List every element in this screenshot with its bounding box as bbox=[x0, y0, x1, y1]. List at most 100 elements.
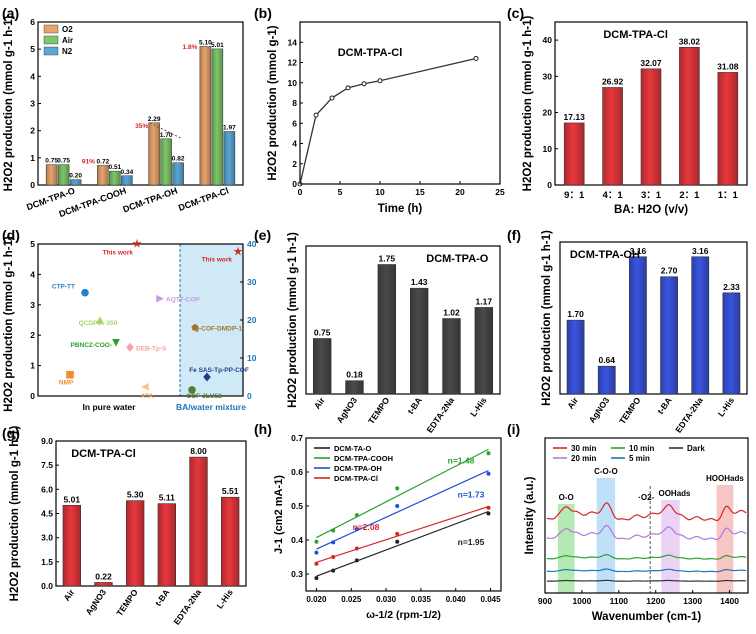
e-bar-4 bbox=[442, 318, 461, 395]
f-bar-label-0: 1.70 bbox=[567, 309, 584, 319]
f-cat-5: L-His bbox=[716, 395, 737, 418]
g-ylabel: H2O2 production (mmol g-1 h-1) bbox=[9, 425, 21, 601]
h-point-1-3 bbox=[395, 486, 400, 491]
f-bar-1 bbox=[597, 365, 616, 395]
panel-b-label: (b) bbox=[254, 5, 272, 21]
e-title: DCM-TPA-O bbox=[426, 253, 489, 265]
a-bar-O2-2 bbox=[148, 122, 160, 186]
c-ytick-label-2: 20 bbox=[543, 108, 553, 118]
h-point-2-0 bbox=[314, 550, 319, 555]
a-legend-label-0: O2 bbox=[62, 25, 73, 34]
h-ytick-label-0: 0.3 bbox=[291, 569, 303, 579]
h-fit-2 bbox=[316, 469, 489, 550]
f-bar-3 bbox=[660, 276, 678, 395]
c-ytick-label-0: 0 bbox=[547, 180, 552, 190]
a-annotation-2: 1.8% bbox=[183, 44, 198, 51]
h-point-3-3 bbox=[395, 531, 400, 536]
i-frame bbox=[544, 437, 749, 594]
h-ytick-label-4: 0.7 bbox=[291, 433, 303, 443]
b-ylabel: H2O2 production (mmol g-1) bbox=[267, 25, 279, 180]
d-point-11 bbox=[188, 386, 196, 394]
c-ylabel: H2O2 production (mmol g-1 h-1) bbox=[522, 15, 534, 191]
d-point-7 bbox=[141, 383, 149, 391]
d-right-ytick-label-0: 0 bbox=[247, 391, 252, 401]
c-ytick-label-1: 10 bbox=[543, 144, 553, 154]
f-ylabel: H2O2 production (mmol g-1 h-1) bbox=[541, 230, 553, 406]
g-bar-label-2: 5.30 bbox=[127, 490, 144, 500]
a-ytick-label-2: 2 bbox=[30, 126, 35, 136]
a-bar-label-Air-0: 0.75 bbox=[57, 158, 70, 165]
d-point-8 bbox=[233, 246, 243, 256]
d-point-label-0: This work bbox=[103, 250, 134, 257]
h-point-1-2 bbox=[354, 513, 359, 518]
f-bar-4 bbox=[691, 256, 710, 395]
panel-c-label: (c) bbox=[507, 5, 524, 21]
b-xtick-label-3: 15 bbox=[415, 187, 425, 197]
h-legend-label-1: DCM-TPA-COOH bbox=[334, 454, 393, 463]
d-point-2 bbox=[96, 316, 104, 324]
c-ytick-label-4: 40 bbox=[543, 35, 553, 45]
h-xtick-label-2: 0.030 bbox=[376, 595, 397, 604]
i-ylabel: Intensity (a.u.) bbox=[524, 476, 536, 554]
a-bar-label-O2-1: 0.72 bbox=[97, 158, 110, 165]
a-bar-label-O2-3: 5.10 bbox=[199, 39, 212, 46]
a-bar-Air-2 bbox=[160, 138, 172, 186]
b-point-6 bbox=[473, 55, 479, 61]
g-bar-label-0: 5.01 bbox=[64, 494, 81, 504]
d-point-label-9: g-COF-DMDP-1 bbox=[195, 326, 242, 333]
d-point-label-3: PBNCZ-COO- bbox=[70, 342, 112, 349]
g-bar-label-4: 8.00 bbox=[190, 446, 207, 456]
d-region-label-1: BA/water mixture bbox=[176, 402, 246, 412]
d-point-label-7: ATA bbox=[141, 393, 154, 400]
c-bar-label-4: 31.08 bbox=[717, 61, 739, 71]
h-legend-label-3: DCM-TPA-Cl bbox=[334, 474, 378, 483]
h-point-3-4 bbox=[486, 505, 491, 510]
d-ytick-label-4: 4 bbox=[30, 269, 35, 279]
f-bar-0 bbox=[566, 319, 585, 395]
a-bar-N2-0 bbox=[69, 179, 82, 186]
i-spectrum-2 bbox=[546, 554, 747, 560]
d-mixture-region bbox=[180, 244, 243, 396]
d-ylabel: H2O2 production (mmol g-1 h-1) bbox=[3, 236, 15, 412]
g-ytick-label-6: 9.0 bbox=[41, 436, 53, 446]
a-bar-N2-3 bbox=[223, 131, 236, 186]
h-point-1-1 bbox=[331, 528, 336, 533]
a-legend-swatch-2 bbox=[43, 46, 59, 56]
i-band-label-3: OOHads bbox=[658, 489, 691, 498]
i-legend-label-0: 30 min bbox=[571, 444, 596, 453]
h-annotation-2: n=1.73 bbox=[458, 490, 485, 500]
a-bar-O2-0 bbox=[45, 164, 58, 186]
h-point-0-3 bbox=[395, 539, 400, 544]
f-cat-3: t-BA bbox=[655, 395, 673, 415]
h-fit-3 bbox=[316, 505, 489, 563]
panel-e-label: (e) bbox=[254, 227, 271, 243]
h-point-0-0 bbox=[314, 576, 319, 581]
d-point-6 bbox=[66, 370, 74, 379]
h-xlabel: ω-1/2 (rpm-1/2) bbox=[366, 609, 441, 621]
d-point-3 bbox=[112, 339, 120, 347]
e-bar-label-1: 0.18 bbox=[346, 370, 363, 380]
a-bar-label-N2-2: 0.82 bbox=[172, 156, 185, 163]
h-ytick-label-1: 0.4 bbox=[291, 535, 303, 545]
g-bar-1 bbox=[94, 582, 113, 587]
panel-f-label: (f) bbox=[507, 227, 521, 243]
c-cat-0: 9：1 bbox=[564, 190, 585, 201]
d-point-label-10: Fe SAS-Tp-PP-COF bbox=[189, 367, 249, 374]
c-bar-1 bbox=[602, 87, 623, 186]
h-point-3-0 bbox=[314, 561, 319, 566]
b-ytick-label-1: 2 bbox=[292, 159, 297, 169]
g-cat-3: t-BA bbox=[153, 587, 171, 607]
d-point-label-4: DEB-Tp-S bbox=[136, 345, 167, 352]
e-bar-1 bbox=[345, 380, 364, 395]
i-spectrum-3 bbox=[546, 568, 747, 573]
e-bar-label-0: 0.75 bbox=[314, 328, 331, 338]
i-band-1 bbox=[596, 478, 616, 593]
d-region-label-0: In pure water bbox=[83, 402, 137, 412]
i-band-label-4: HOOHads bbox=[706, 474, 744, 483]
i-spectrum-4 bbox=[546, 579, 747, 582]
h-point-0-4 bbox=[486, 511, 491, 516]
d-point-label-1: CTP-TT bbox=[52, 284, 75, 291]
b-xtick-label-0: 0 bbox=[298, 187, 303, 197]
d-right-ytick-label-3: 30 bbox=[247, 277, 257, 287]
h-xtick-label-4: 0.040 bbox=[446, 595, 467, 604]
